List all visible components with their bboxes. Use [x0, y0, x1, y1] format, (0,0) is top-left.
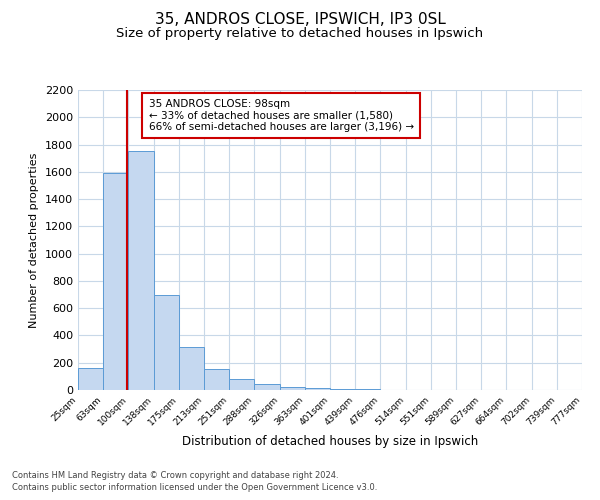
Text: 35 ANDROS CLOSE: 98sqm
← 33% of detached houses are smaller (1,580)
66% of semi-: 35 ANDROS CLOSE: 98sqm ← 33% of detached… [149, 99, 413, 132]
X-axis label: Distribution of detached houses by size in Ipswich: Distribution of detached houses by size … [182, 436, 478, 448]
Text: Size of property relative to detached houses in Ipswich: Size of property relative to detached ho… [116, 28, 484, 40]
Bar [305, 388, 330, 390]
Bar [254, 384, 280, 390]
Bar [154, 294, 179, 390]
Bar [103, 173, 128, 390]
Bar [128, 152, 154, 390]
Bar [330, 388, 355, 390]
Bar [78, 368, 103, 390]
Text: Contains public sector information licensed under the Open Government Licence v3: Contains public sector information licen… [12, 483, 377, 492]
Bar [204, 369, 229, 390]
Text: Contains HM Land Registry data © Crown copyright and database right 2024.: Contains HM Land Registry data © Crown c… [12, 470, 338, 480]
Text: 35, ANDROS CLOSE, IPSWICH, IP3 0SL: 35, ANDROS CLOSE, IPSWICH, IP3 0SL [155, 12, 445, 28]
Bar [179, 347, 204, 390]
Y-axis label: Number of detached properties: Number of detached properties [29, 152, 40, 328]
Bar [229, 379, 254, 390]
Bar [280, 388, 305, 390]
